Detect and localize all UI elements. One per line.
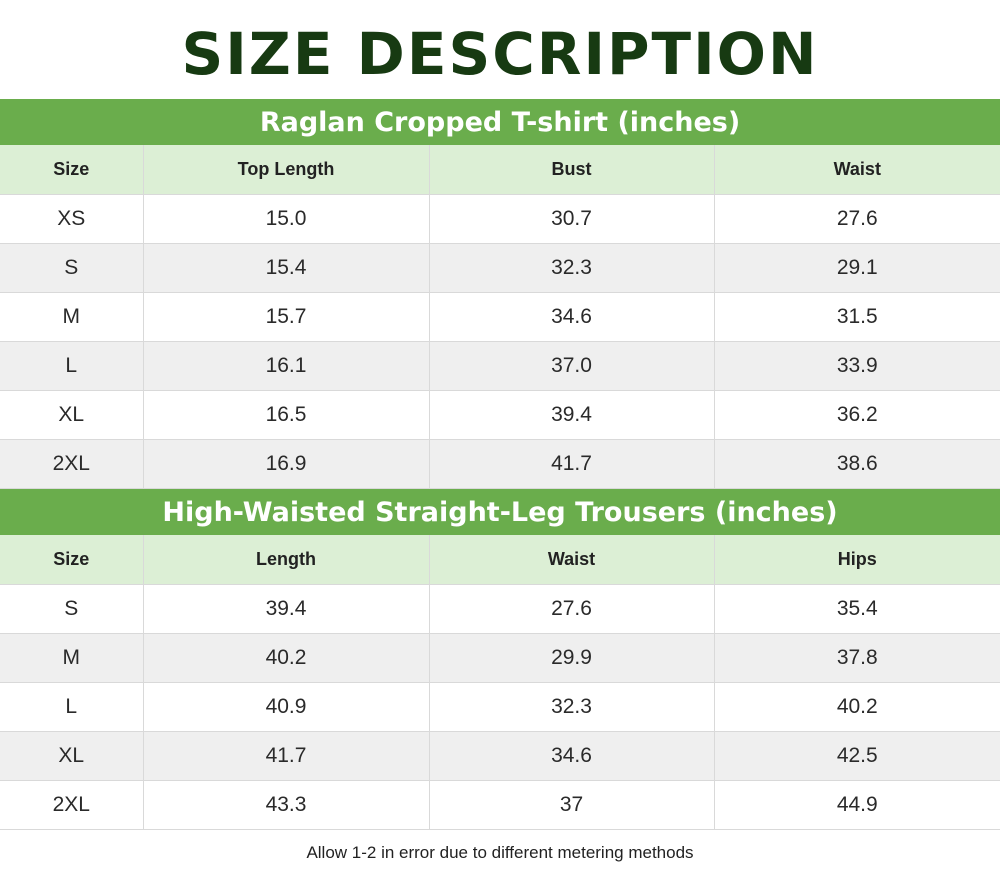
- table-row: L 40.9 32.3 40.2: [0, 682, 1000, 732]
- measurement-cell: 30.7: [429, 194, 715, 244]
- measurement-cell: 15.4: [143, 243, 430, 293]
- measurement-cell: 27.6: [429, 584, 715, 634]
- measurement-cell: 15.7: [143, 292, 430, 342]
- size-cell: S: [0, 584, 144, 634]
- measurement-cell: 40.2: [143, 633, 430, 683]
- size-cell: M: [0, 633, 144, 683]
- measurement-cell: 33.9: [714, 341, 1000, 391]
- table-caption: Raglan Cropped T-shirt (inches): [0, 99, 1000, 145]
- table-row: L 16.1 37.0 33.9: [0, 341, 1000, 391]
- table-row: XS 15.0 30.7 27.6: [0, 194, 1000, 244]
- measurement-cell: 37: [429, 780, 715, 830]
- measurement-cell: 32.3: [429, 682, 715, 732]
- measurement-cell: 34.6: [429, 731, 715, 781]
- table-row: XL 41.7 34.6 42.5: [0, 731, 1000, 781]
- size-cell: 2XL: [0, 780, 144, 830]
- column-header: Top Length: [143, 145, 430, 195]
- measurement-cell: 16.1: [143, 341, 430, 391]
- measurement-cell: 38.6: [714, 439, 1000, 489]
- measurement-cell: 41.7: [143, 731, 430, 781]
- measurement-cell: 34.6: [429, 292, 715, 342]
- column-header-row: Size Length Waist Hips: [0, 535, 1000, 585]
- measurement-cell: 16.9: [143, 439, 430, 489]
- measurement-cell: 40.2: [714, 682, 1000, 732]
- column-header-row: Size Top Length Bust Waist: [0, 145, 1000, 195]
- measurement-cell: 35.4: [714, 584, 1000, 634]
- measurement-cell: 43.3: [143, 780, 430, 830]
- column-header: Size: [0, 535, 144, 585]
- column-header: Waist: [429, 535, 715, 585]
- page-title: SIZE DESCRIPTION: [181, 20, 819, 88]
- table-caption-row: High-Waisted Straight-Leg Trousers (inch…: [0, 489, 1000, 535]
- size-cell: XS: [0, 194, 144, 244]
- tshirt-size-table: Raglan Cropped T-shirt (inches) Size Top L…: [0, 99, 1000, 489]
- measurement-cell: 27.6: [714, 194, 1000, 244]
- table-row: XL 16.5 39.4 36.2: [0, 390, 1000, 440]
- measurement-cell: 39.4: [429, 390, 715, 440]
- size-cell: M: [0, 292, 144, 342]
- measurement-footnote: Allow 1-2 in error due to different mete…: [306, 843, 694, 862]
- measurement-cell: 32.3: [429, 243, 715, 293]
- measurement-cell: 36.2: [714, 390, 1000, 440]
- column-header: Waist: [714, 145, 1000, 195]
- table-caption: High-Waisted Straight-Leg Trousers (inch…: [0, 489, 1000, 535]
- measurement-cell: 29.9: [429, 633, 715, 683]
- size-cell: S: [0, 243, 144, 293]
- column-header: Hips: [714, 535, 1000, 585]
- size-cell: XL: [0, 731, 144, 781]
- measurement-cell: 39.4: [143, 584, 430, 634]
- measurement-cell: 31.5: [714, 292, 1000, 342]
- table-caption-row: Raglan Cropped T-shirt (inches): [0, 99, 1000, 145]
- measurement-cell: 44.9: [714, 780, 1000, 830]
- size-cell: XL: [0, 390, 144, 440]
- table-row: S 39.4 27.6 35.4: [0, 584, 1000, 634]
- measurement-cell: 42.5: [714, 731, 1000, 781]
- column-header: Size: [0, 145, 144, 195]
- table-row: M 15.7 34.6 31.5: [0, 292, 1000, 342]
- measurement-cell: 41.7: [429, 439, 715, 489]
- measurement-cell: 29.1: [714, 243, 1000, 293]
- size-cell: L: [0, 341, 144, 391]
- measurement-cell: 16.5: [143, 390, 430, 440]
- trousers-size-table: High-Waisted Straight-Leg Trousers (inch…: [0, 489, 1000, 830]
- table-row: 2XL 16.9 41.7 38.6: [0, 439, 1000, 489]
- size-cell: L: [0, 682, 144, 732]
- table-row: M 40.2 29.9 37.8: [0, 633, 1000, 683]
- measurement-cell: 15.0: [143, 194, 430, 244]
- column-header: Bust: [429, 145, 715, 195]
- measurement-cell: 37.0: [429, 341, 715, 391]
- size-cell: 2XL: [0, 439, 144, 489]
- column-header: Length: [143, 535, 430, 585]
- measurement-cell: 40.9: [143, 682, 430, 732]
- table-row: 2XL 43.3 37 44.9: [0, 780, 1000, 830]
- measurement-cell: 37.8: [714, 633, 1000, 683]
- table-row: S 15.4 32.3 29.1: [0, 243, 1000, 293]
